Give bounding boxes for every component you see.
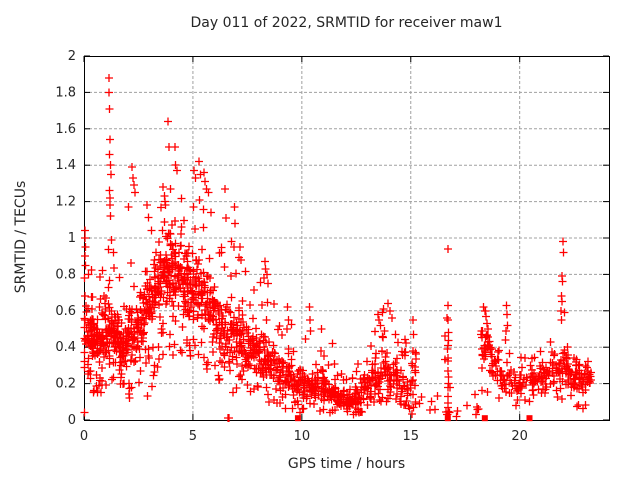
- svg-text:10: 10: [294, 429, 311, 444]
- x-tick-labels: 0 5 10 15 20: [80, 429, 528, 444]
- svg-text:0: 0: [80, 429, 88, 444]
- flagged-square-points: [294, 415, 533, 422]
- svg-text:0.8: 0.8: [55, 267, 76, 282]
- x-axis-label: GPS time / hours: [287, 456, 406, 472]
- scatter-points: [80, 74, 595, 422]
- svg-text:5: 5: [189, 429, 197, 444]
- svg-text:15: 15: [402, 429, 419, 444]
- svg-text:1: 1: [68, 231, 76, 246]
- svg-text:0.2: 0.2: [55, 377, 76, 392]
- svg-text:0.6: 0.6: [55, 304, 76, 319]
- svg-text:0: 0: [68, 413, 76, 428]
- svg-text:0.4: 0.4: [55, 340, 76, 355]
- y-tick-labels: 0 0.2 0.4 0.6 0.8 1 1.2 1.4 1.6 1.8 2: [55, 49, 76, 428]
- svg-text:2: 2: [68, 49, 76, 64]
- chart-title: Day 011 of 2022, SRMTID for receiver maw…: [190, 15, 503, 31]
- svg-text:1.8: 1.8: [55, 85, 76, 100]
- svg-text:1.2: 1.2: [55, 195, 76, 210]
- svg-text:1.6: 1.6: [55, 122, 76, 137]
- svg-text:20: 20: [511, 429, 528, 444]
- svg-text:1.4: 1.4: [55, 158, 76, 173]
